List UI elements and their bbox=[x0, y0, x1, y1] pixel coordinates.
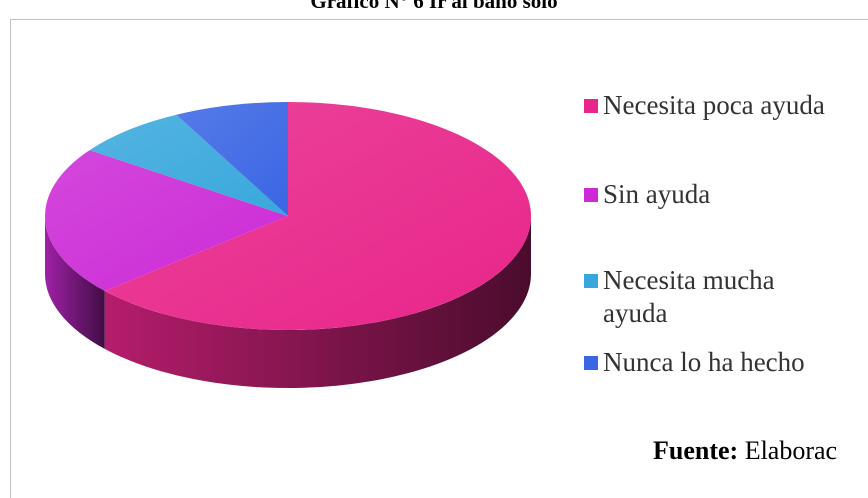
pie-slice-nunca-lo-ha-hecho bbox=[176, 102, 288, 216]
source-note: Fuente: Elaborac bbox=[653, 436, 837, 466]
legend-swatch bbox=[584, 274, 598, 288]
legend-label: Necesita mucha ayuda bbox=[603, 265, 775, 328]
source-text: Elaborac bbox=[744, 436, 838, 465]
source-label: Fuente: bbox=[653, 436, 739, 465]
pie-top bbox=[45, 102, 531, 330]
legend-swatch bbox=[584, 188, 598, 202]
pie-side-wall bbox=[104, 216, 531, 389]
legend-label: Nunca lo ha hecho bbox=[603, 347, 805, 377]
legend-label: Necesita poca ayuda bbox=[603, 90, 825, 120]
legend-swatch bbox=[584, 99, 598, 113]
pie-slice-necesita-mucha-ayuda bbox=[89, 114, 288, 216]
chart-frame bbox=[10, 19, 868, 498]
legend-swatch bbox=[584, 356, 598, 370]
pie-slice-sin-ayuda bbox=[45, 150, 289, 291]
pie-side-wall bbox=[45, 216, 105, 349]
chart-title: Grafico N° 6 Ir al baño solo bbox=[310, 0, 558, 13]
legend-label: Sin ayuda bbox=[603, 179, 711, 209]
pie-slice-necesita-poca-ayuda bbox=[104, 102, 531, 330]
pie-side-walls bbox=[45, 216, 531, 389]
